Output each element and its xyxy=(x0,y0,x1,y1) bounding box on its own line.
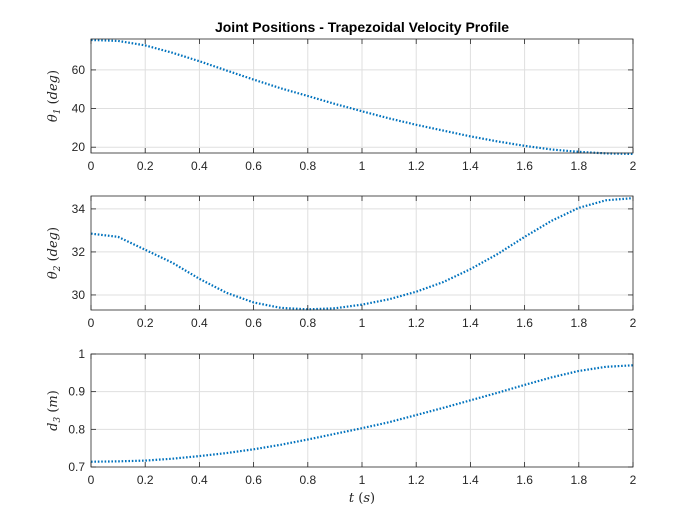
x-tick-label: 1.4 xyxy=(462,316,479,330)
x-tick-label: 1.2 xyxy=(408,316,425,330)
y-tick-label: 32 xyxy=(72,245,86,259)
x-tick-label: 1.4 xyxy=(462,473,479,487)
x-tick-label: 0.4 xyxy=(191,316,208,330)
x-tick-label: 1.6 xyxy=(516,316,533,330)
y-tick-label: 34 xyxy=(72,202,86,216)
x-tick-label: 0.8 xyxy=(299,159,316,173)
x-tick-label: 0.2 xyxy=(137,473,154,487)
x-tick-label: 0.4 xyxy=(191,159,208,173)
y-axis-label: θ1 (deg) xyxy=(46,70,63,122)
x-tick-label: 1 xyxy=(359,473,366,487)
x-tick-label: 0.4 xyxy=(191,473,208,487)
y-axis-label: d3 (m) xyxy=(46,390,63,431)
y-tick-label: 40 xyxy=(72,102,86,116)
subplot-3: 0 0.2 0.4 0.6 0.8 1 1.2 1.4 1.6 1.8 2 0.7 0.8 0.9 1 d3 … xyxy=(46,347,637,506)
x-tick-label: 1.8 xyxy=(570,159,587,173)
x-tick-label: 2 xyxy=(630,316,637,330)
y-tick-label: 0.9 xyxy=(68,385,85,399)
x-tick-label: 1.8 xyxy=(570,473,587,487)
subplot-1: 0 0.2 0.4 0.6 0.8 1 1.2 1.4 1.6 1.8 2 20 40 60 θ1 (deg… xyxy=(46,38,637,173)
subplot-2: 0 0.2 0.4 0.6 0.8 1 1.2 1.4 1.6 1.8 2 30 32 34 θ2 (deg… xyxy=(46,195,637,330)
y-tick-label: 30 xyxy=(72,288,86,302)
x-tick-label: 0.6 xyxy=(245,473,262,487)
x-tick-label: 1.8 xyxy=(570,316,587,330)
series-line xyxy=(90,38,634,156)
x-tick-label: 0 xyxy=(88,316,95,330)
x-tick-label: 1.6 xyxy=(516,473,533,487)
x-tick-label: 2 xyxy=(630,473,637,487)
x-tick-label: 1 xyxy=(359,316,366,330)
x-tick-label: 1.2 xyxy=(408,159,425,173)
x-tick-label: 1.6 xyxy=(516,159,533,173)
y-axis-label: θ2 (deg) xyxy=(46,227,63,279)
x-tick-label: 0.2 xyxy=(137,316,154,330)
x-tick-label: 0 xyxy=(88,159,95,173)
x-tick-label: 1.4 xyxy=(462,159,479,173)
x-tick-label: 0.2 xyxy=(137,159,154,173)
x-tick-label: 2 xyxy=(630,159,637,173)
y-tick-label: 20 xyxy=(72,140,86,154)
x-tick-label: 1.2 xyxy=(408,473,425,487)
y-tick-label: 0.8 xyxy=(68,422,85,436)
y-tick-label: 60 xyxy=(72,63,86,77)
x-tick-label: 0.8 xyxy=(299,316,316,330)
x-tick-label: 0.6 xyxy=(245,159,262,173)
x-tick-label: 0 xyxy=(88,473,95,487)
y-tick-label: 1 xyxy=(78,347,85,361)
x-tick-label: 0.6 xyxy=(245,316,262,330)
figure-title: Joint Positions - Trapezoidal Velocity P… xyxy=(215,19,509,35)
y-tick-label: 0.7 xyxy=(68,460,85,474)
x-tick-label: 0.8 xyxy=(299,473,316,487)
x-tick-label: 1 xyxy=(359,159,366,173)
x-axis-label: t (s) xyxy=(349,491,375,506)
